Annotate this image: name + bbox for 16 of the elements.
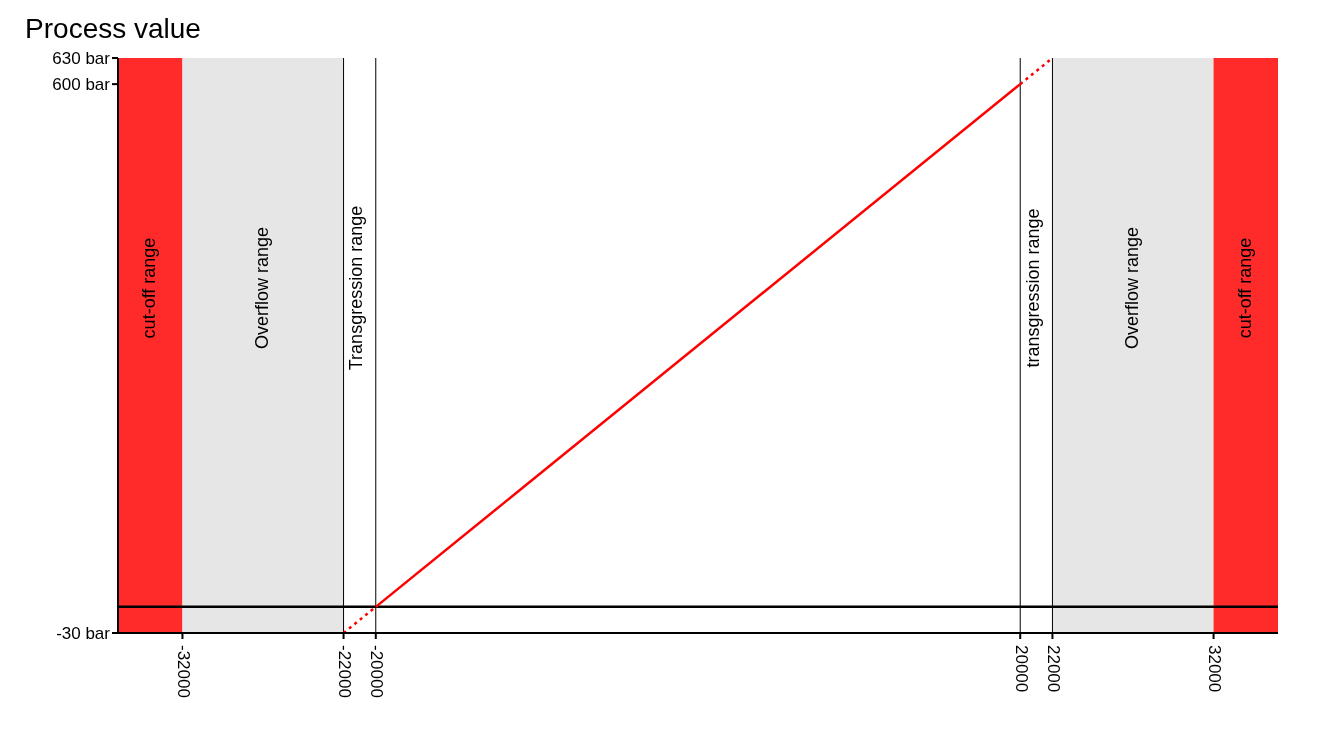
ref-line-label: transgression range (1022, 208, 1043, 368)
x-tick-label: 20000 (1011, 645, 1031, 693)
band-label: cut-off range (138, 237, 159, 339)
y-tick-label: -30 bar (56, 624, 111, 644)
band-label: Overflow range (1121, 226, 1142, 350)
x-tick-label: 32000 (1205, 645, 1225, 693)
band-label: Overflow range (251, 226, 272, 350)
ref-line-label: Transgression range (346, 205, 367, 371)
x-tick-label: 22000 (1043, 645, 1063, 693)
x-tick-label: -32000 (173, 645, 193, 698)
band-label: cut-off range (1234, 237, 1255, 339)
y-tick-label: 630 bar (52, 49, 111, 69)
y-tick-label: 600 bar (52, 75, 111, 95)
x-tick-label: -22000 (335, 645, 355, 698)
x-tick-label: -20000 (367, 645, 387, 698)
y-axis-title: Process value (25, 13, 201, 44)
